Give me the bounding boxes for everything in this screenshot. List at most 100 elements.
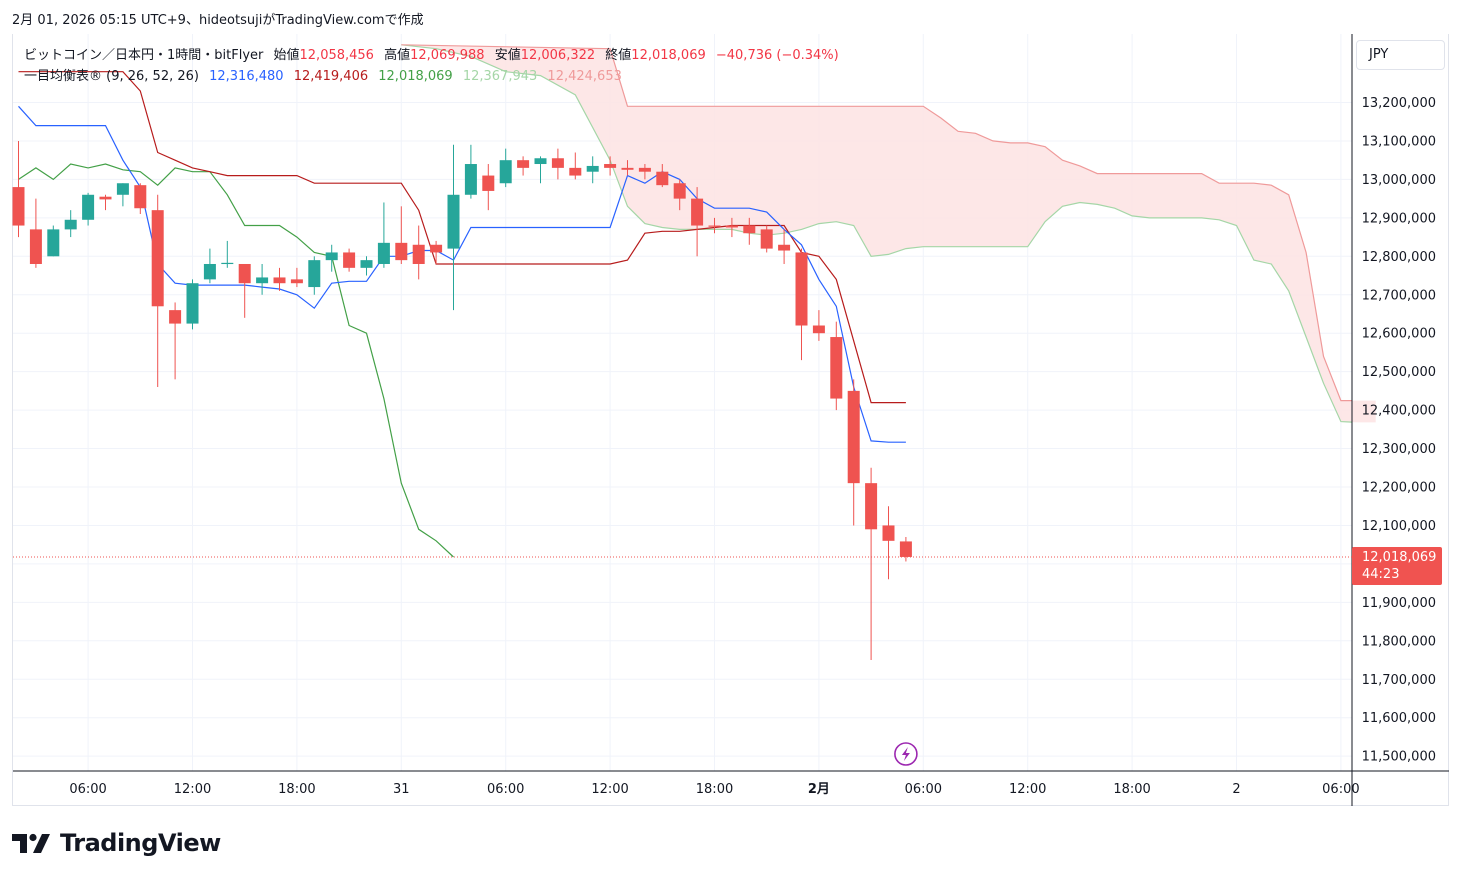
chart-frame[interactable] — [12, 34, 1449, 806]
close-value: 12,018,069 — [631, 48, 706, 63]
x-tick-label: 12:00 — [1009, 782, 1046, 797]
candle-body — [760, 229, 773, 249]
candle — [29, 198, 42, 268]
y-tick-label: 12,200,000 — [1362, 481, 1436, 496]
candlesticks — [12, 140, 912, 661]
candle-body — [586, 165, 599, 172]
y-tick-label: 12,800,000 — [1362, 250, 1436, 265]
symbol-label[interactable]: ビットコイン／日本円・1時間・bitFlyer — [24, 48, 264, 63]
candle-body — [290, 279, 303, 284]
candle-body — [29, 229, 42, 264]
candle — [743, 217, 756, 245]
candle — [447, 144, 460, 311]
cloud-fill — [401, 44, 1376, 423]
candle — [830, 321, 843, 411]
candle — [377, 202, 390, 268]
candle-body — [47, 229, 60, 257]
chart-legend: ビットコイン／日本円・1時間・bitFlyer 始値12,058,456 高値1… — [24, 45, 839, 87]
candle — [551, 148, 564, 180]
candle — [273, 267, 286, 291]
candle-body — [64, 219, 77, 230]
y-tick-label: 11,700,000 — [1362, 673, 1436, 688]
candle-body — [360, 260, 373, 268]
candle-body — [638, 167, 651, 172]
candle — [621, 160, 634, 176]
y-tick-label: 12,300,000 — [1362, 442, 1436, 457]
x-tick-label: 2 — [1232, 782, 1240, 797]
candle-body — [482, 175, 495, 191]
candle — [656, 164, 669, 188]
candle — [691, 187, 704, 257]
candle — [256, 263, 269, 295]
candle — [169, 302, 182, 380]
candle-body — [656, 171, 669, 186]
candle — [360, 256, 373, 276]
candle-body — [882, 525, 895, 541]
candle — [778, 229, 791, 264]
candle — [708, 217, 721, 234]
candle — [238, 263, 251, 318]
candle — [290, 267, 303, 288]
candle — [638, 164, 651, 180]
candle-body — [517, 160, 530, 168]
candle-body — [830, 337, 843, 399]
axes: 11,500,000 11,600,000 11,700,000 11,800,000… — [13, 34, 1449, 806]
candle-body — [134, 185, 147, 209]
candle — [430, 240, 443, 264]
high-value: 12,069,988 — [410, 48, 485, 63]
low-value: 12,006,322 — [520, 48, 596, 63]
indicator-label[interactable]: 一目均衡表® (9, 26, 52, 26) — [24, 69, 199, 84]
senkou-b-value: 12,424,653 — [547, 69, 622, 84]
candle-body — [899, 541, 912, 557]
candle — [812, 310, 825, 341]
candle-body — [99, 196, 112, 200]
kijun-value: 12,419,406 — [293, 69, 369, 84]
candle-body — [708, 225, 721, 227]
chart-caption: 2月 01, 2026 05:15 UTC+9、hideotsujiがTradi… — [12, 13, 424, 28]
candle-body — [377, 242, 390, 264]
y-tick-label: 13,000,000 — [1362, 173, 1436, 188]
chikou-span-line — [18, 163, 454, 558]
candle-body — [151, 210, 164, 307]
y-tick-label: 11,900,000 — [1362, 596, 1436, 611]
candle — [847, 379, 860, 526]
x-tick-label: 12:00 — [591, 782, 628, 797]
candle — [482, 164, 495, 211]
candle-body — [12, 187, 25, 226]
candle-body — [464, 164, 477, 195]
tradingview-logo[interactable]: TradingView — [12, 829, 221, 857]
candle — [134, 183, 147, 215]
candle — [64, 210, 77, 238]
candle-body — [169, 310, 182, 324]
y-tick-label: 12,900,000 — [1362, 211, 1436, 226]
ohlc-legend-row: ビットコイン／日本円・1時間・bitFlyer 始値12,058,456 高値1… — [24, 45, 839, 66]
lightning-icon-bolt — [901, 747, 910, 761]
y-tick-label: 13,200,000 — [1362, 96, 1436, 111]
candle — [116, 183, 129, 207]
kijun-sen-line — [18, 71, 906, 404]
senkou-a-value: 12,367,943 — [462, 69, 538, 84]
candle-body — [847, 390, 860, 484]
candle-body — [325, 252, 338, 261]
candle — [604, 156, 617, 176]
ichimoku-lines — [18, 44, 1352, 558]
last-price-tag: 12,018,069 44:23 — [1352, 547, 1442, 585]
open-value: 12,058,456 — [299, 48, 374, 63]
indicator-legend-row: 一目均衡表® (9, 26, 52, 26) 12,316,480 12,419… — [24, 66, 839, 87]
bar-countdown: 44:23 — [1362, 567, 1400, 582]
candle — [517, 156, 530, 176]
candle — [151, 194, 164, 388]
grid — [13, 34, 1352, 771]
candle-body — [673, 183, 686, 199]
x-tick-label: 31 — [393, 782, 410, 797]
x-tick-label: 18:00 — [278, 782, 315, 797]
candle — [534, 156, 547, 184]
currency-button[interactable]: JPY — [1356, 40, 1445, 70]
open-label: 始値 — [273, 48, 300, 63]
candle-body — [412, 244, 425, 264]
chikou-value: 12,018,069 — [378, 69, 453, 84]
candle-body — [778, 244, 791, 251]
close-label: 終値 — [605, 48, 632, 63]
y-tick-label: 11,800,000 — [1362, 634, 1436, 649]
